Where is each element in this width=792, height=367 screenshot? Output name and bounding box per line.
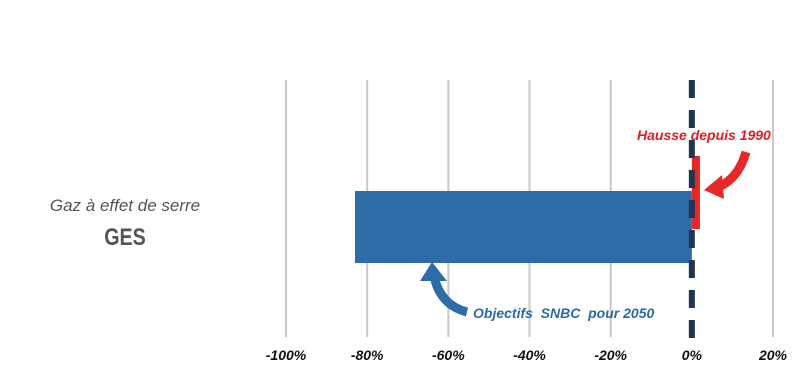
hausse-arrowhead (704, 175, 724, 199)
x-tick-label: -80% (351, 347, 384, 363)
x-tick-label: -40% (513, 347, 546, 363)
x-tick-label: 20% (758, 347, 788, 363)
bar-objectif (354, 191, 692, 263)
x-tick-label: -100% (266, 347, 307, 363)
x-tick-label: 0% (682, 347, 703, 363)
bars (354, 156, 700, 263)
objectif-arrow (429, 274, 469, 317)
annotations: Hausse depuis 1990 Objectifs SNBC pour 2… (420, 127, 771, 321)
x-axis-tick-labels: -100% -80% -60% -40% -20% 0% 20% (266, 347, 788, 363)
objectif-arrowhead (420, 262, 447, 281)
annotation-hausse: Hausse depuis 1990 (637, 127, 771, 143)
category-label-line2: GES (104, 224, 146, 251)
category-label-line1: Gaz à effet de serre (49, 196, 201, 215)
x-tick-label: -20% (594, 347, 627, 363)
x-tick-label: -60% (432, 347, 465, 363)
annotation-objectif: Objectifs SNBC pour 2050 (473, 305, 654, 321)
bar-hausse (691, 156, 700, 229)
